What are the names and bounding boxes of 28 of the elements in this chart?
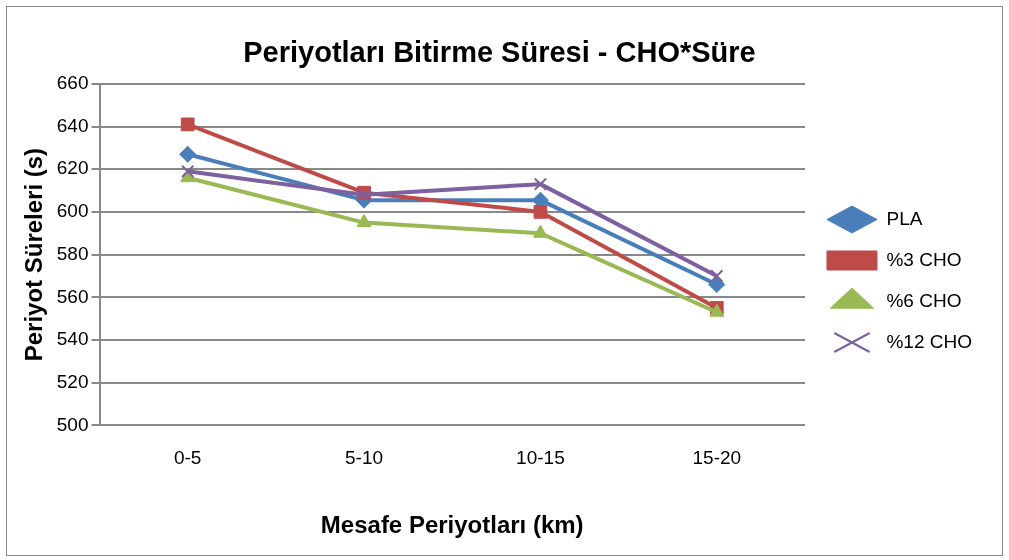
y-tick-label: 580 [56, 242, 89, 264]
legend-label: PLA [886, 207, 923, 229]
point [533, 205, 548, 219]
x-tick-label: 5-10 [345, 447, 384, 469]
chart-title: Periyotları Bitirme Süresi - CHO*Süre [243, 36, 756, 69]
point [532, 224, 548, 238]
y-tick-label: 620 [56, 157, 89, 179]
point [710, 269, 724, 283]
legend-label: %12 CHO [886, 330, 972, 352]
point [356, 214, 372, 228]
y-tick-label: 600 [56, 200, 89, 222]
point [179, 145, 197, 163]
y-tick-label: 540 [56, 328, 89, 350]
x-tick-label: 10-15 [516, 447, 565, 469]
point [533, 177, 548, 191]
point [180, 117, 195, 132]
legend-label: %6 CHO [886, 289, 962, 311]
y-tick-label: 520 [56, 370, 89, 392]
y-tick-label: 640 [56, 114, 89, 136]
y-tick-label: 560 [56, 285, 89, 307]
legend-label: %3 CHO [886, 248, 962, 270]
x-axis-title: Mesafe Periyotları (km) [320, 511, 584, 539]
y-tick-label: 660 [56, 72, 89, 94]
x-tick-label: 0-5 [173, 447, 202, 469]
point [181, 164, 195, 178]
y-axis-title: Periyot Süreleri (s) [20, 147, 48, 362]
y-tick-label: 500 [56, 413, 89, 435]
x-tick-label: 15-20 [692, 447, 742, 469]
